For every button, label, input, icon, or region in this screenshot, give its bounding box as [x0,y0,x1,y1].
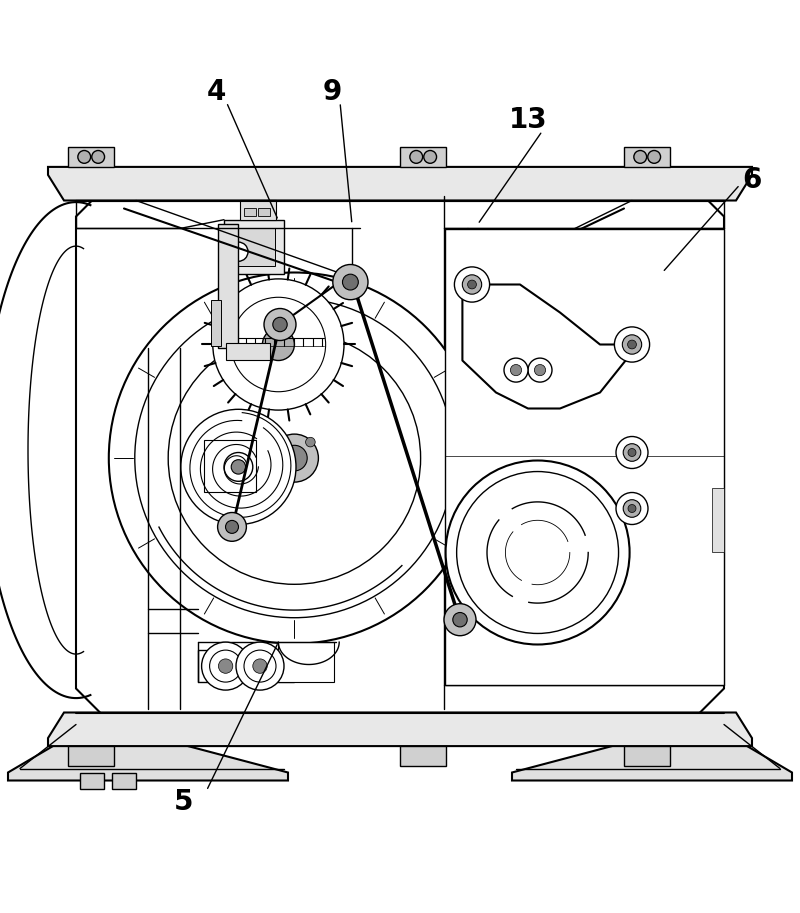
Bar [240,200,276,220]
Circle shape [226,520,238,533]
Circle shape [410,151,422,163]
Circle shape [270,434,318,482]
Circle shape [224,453,253,481]
Circle shape [648,151,661,163]
Circle shape [92,151,105,163]
Circle shape [628,505,636,512]
Bar [624,746,670,766]
Bar [400,147,446,167]
Text: 9: 9 [322,79,342,107]
Bar [68,147,114,167]
Circle shape [181,409,296,524]
Bar [234,227,275,266]
Circle shape [342,274,358,290]
Bar [445,228,724,685]
Circle shape [628,341,637,349]
Circle shape [78,151,90,163]
Bar [226,343,270,361]
Circle shape [457,471,618,634]
Circle shape [333,265,368,299]
Bar [211,299,221,346]
Circle shape [462,275,482,294]
Circle shape [253,659,267,673]
Circle shape [467,280,477,289]
Circle shape [453,613,467,627]
Bar [278,642,334,682]
Circle shape [282,446,307,471]
Bar [400,746,446,766]
Text: 4: 4 [206,79,226,107]
Circle shape [109,272,480,644]
Bar [198,650,294,682]
Circle shape [306,437,315,446]
Circle shape [262,329,294,361]
Polygon shape [512,717,792,781]
Circle shape [264,309,296,341]
Circle shape [213,278,344,410]
Bar [218,225,238,349]
Bar [80,772,104,789]
Circle shape [244,650,276,682]
Text: 5: 5 [174,788,194,816]
Bar [112,772,136,789]
Circle shape [623,499,641,518]
Circle shape [622,335,642,354]
Circle shape [528,358,552,383]
Bar [224,220,284,274]
Circle shape [634,151,646,163]
Circle shape [218,512,246,541]
Circle shape [504,358,528,383]
Circle shape [424,151,437,163]
Polygon shape [76,188,724,717]
Polygon shape [48,712,752,746]
Circle shape [231,298,326,392]
Bar [258,208,270,216]
Circle shape [444,603,476,635]
Bar [68,746,114,766]
Text: 6: 6 [742,166,762,194]
Circle shape [231,460,246,474]
Polygon shape [48,167,752,201]
Bar [244,208,256,216]
Circle shape [454,267,490,302]
Circle shape [134,299,454,618]
Bar [624,147,670,167]
Circle shape [628,448,636,456]
Circle shape [273,318,287,331]
Bar [712,488,724,552]
Circle shape [446,460,630,645]
Bar [204,440,256,492]
Circle shape [510,364,522,376]
Circle shape [229,242,248,261]
Circle shape [614,327,650,362]
Text: 13: 13 [509,107,547,134]
Circle shape [616,492,648,524]
Circle shape [218,659,233,673]
Polygon shape [8,717,288,781]
Circle shape [168,332,421,584]
Circle shape [616,436,648,468]
Circle shape [236,642,284,690]
Circle shape [210,650,242,682]
Circle shape [534,364,546,376]
Circle shape [202,642,250,690]
Circle shape [623,444,641,461]
